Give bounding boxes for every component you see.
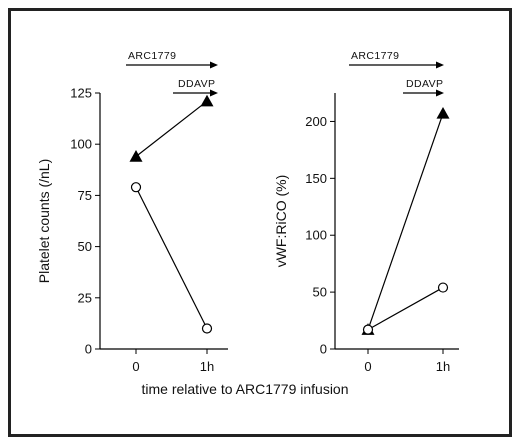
triangle-point — [200, 94, 214, 107]
y-tick-label: 0 — [85, 342, 92, 357]
arrowhead-icon — [210, 61, 218, 69]
series-line — [135, 100, 208, 157]
figure-canvas: 0 25 50 75 100 125 0 1h Platelet counts (/nL) ARC… — [36, 50, 459, 397]
y-tick-label: 50 — [78, 239, 92, 254]
y-tick-label: 100 — [305, 228, 327, 243]
y-tick-label: 150 — [305, 171, 327, 186]
y-axis-label: vWF:RiCO (%) — [273, 175, 289, 268]
arrowhead-icon — [436, 89, 444, 97]
arrowhead-icon — [210, 89, 218, 97]
arrowhead-icon — [436, 61, 444, 69]
x-tick-label: 0 — [132, 359, 139, 374]
y-tick-label: 50 — [313, 285, 327, 300]
y-tick-label: 100 — [70, 137, 92, 152]
y-axis-label: Platelet counts (/nL) — [36, 159, 52, 284]
y-tick-label: 200 — [305, 114, 327, 129]
triangle-point — [436, 106, 450, 119]
figure-frame: 0 25 50 75 100 125 0 1h Platelet counts (/nL) ARC… — [8, 8, 512, 437]
x-tick-label: 1h — [200, 359, 214, 374]
treatment-label: DDAVP — [406, 78, 443, 90]
circle-point — [130, 182, 142, 193]
shared-x-axis-label: time relative to ARC1779 infusion — [142, 381, 349, 397]
circle-point — [362, 324, 374, 335]
y-tick-label: 25 — [78, 290, 92, 305]
triangle-point — [129, 149, 143, 162]
circle-point — [201, 323, 213, 334]
circle-point — [437, 282, 449, 293]
y-tick-label: 75 — [78, 188, 92, 203]
series-line — [367, 113, 444, 330]
x-tick-label: 1h — [436, 359, 450, 374]
series-line — [367, 287, 444, 331]
treatment-label: ARC1779 — [351, 50, 399, 62]
y-tick-label: 125 — [70, 86, 92, 101]
y-tick-label: 0 — [320, 342, 327, 357]
vwf-ricoo-panel: 0 50 100 150 200 0 1h vWF:RiCO (%) ARC1779 DDAVP — [273, 50, 459, 374]
platelet-count-panel: 0 25 50 75 100 125 0 1h Platelet counts (/nL) ARC… — [36, 50, 228, 374]
treatment-label: DDAVP — [178, 78, 215, 90]
x-tick-label: 0 — [364, 359, 371, 374]
treatment-label: ARC1779 — [128, 50, 176, 62]
series-line — [135, 186, 208, 329]
